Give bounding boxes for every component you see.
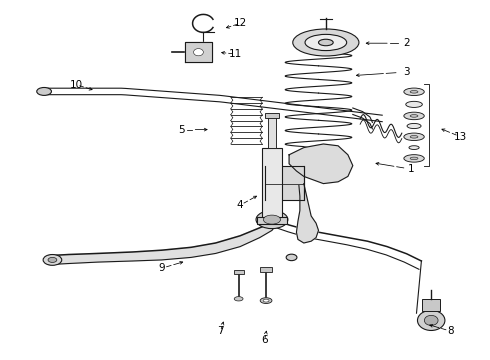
Text: 8: 8: [447, 326, 454, 336]
Bar: [268, 117, 276, 148]
Polygon shape: [272, 212, 279, 230]
Bar: [422, 299, 440, 311]
Polygon shape: [132, 250, 162, 261]
Text: 12: 12: [233, 18, 247, 28]
Ellipse shape: [404, 133, 424, 140]
Text: 5: 5: [178, 125, 185, 135]
Ellipse shape: [43, 255, 62, 265]
Polygon shape: [191, 243, 216, 257]
Ellipse shape: [286, 254, 297, 261]
Ellipse shape: [404, 88, 424, 95]
Text: 9: 9: [158, 263, 165, 273]
Ellipse shape: [410, 90, 418, 93]
Bar: [234, 270, 244, 274]
Text: 3: 3: [403, 67, 410, 77]
Circle shape: [417, 310, 445, 330]
Ellipse shape: [407, 123, 421, 129]
Bar: [265, 113, 279, 118]
Ellipse shape: [256, 211, 288, 229]
Text: 2: 2: [403, 38, 410, 48]
Polygon shape: [289, 144, 353, 184]
Ellipse shape: [409, 146, 419, 149]
Ellipse shape: [37, 87, 51, 95]
Ellipse shape: [48, 257, 57, 262]
Ellipse shape: [263, 299, 269, 302]
Ellipse shape: [293, 29, 359, 56]
Polygon shape: [49, 255, 69, 265]
Polygon shape: [98, 252, 132, 262]
Ellipse shape: [410, 114, 418, 117]
Text: 11: 11: [228, 49, 242, 59]
Bar: [260, 267, 272, 272]
Bar: [262, 148, 282, 218]
Ellipse shape: [260, 298, 272, 303]
Polygon shape: [185, 42, 212, 62]
Text: 10: 10: [70, 80, 82, 90]
Circle shape: [424, 315, 438, 325]
Text: 4: 4: [237, 200, 244, 210]
Bar: [257, 217, 287, 224]
Text: 13: 13: [454, 132, 467, 142]
Text: 6: 6: [261, 335, 268, 345]
Text: 7: 7: [217, 326, 224, 336]
Polygon shape: [216, 236, 240, 253]
Ellipse shape: [305, 34, 347, 51]
Ellipse shape: [404, 155, 424, 162]
Ellipse shape: [318, 39, 333, 46]
Ellipse shape: [234, 297, 243, 301]
Polygon shape: [296, 184, 318, 243]
Polygon shape: [240, 227, 262, 247]
Ellipse shape: [410, 135, 418, 138]
Circle shape: [194, 49, 203, 56]
Polygon shape: [260, 220, 274, 238]
Ellipse shape: [410, 157, 418, 160]
Text: 1: 1: [408, 164, 415, 174]
Ellipse shape: [406, 102, 422, 107]
Polygon shape: [162, 247, 191, 260]
Ellipse shape: [264, 215, 280, 224]
Polygon shape: [69, 253, 98, 264]
Ellipse shape: [404, 112, 424, 120]
Bar: [265, 166, 304, 200]
